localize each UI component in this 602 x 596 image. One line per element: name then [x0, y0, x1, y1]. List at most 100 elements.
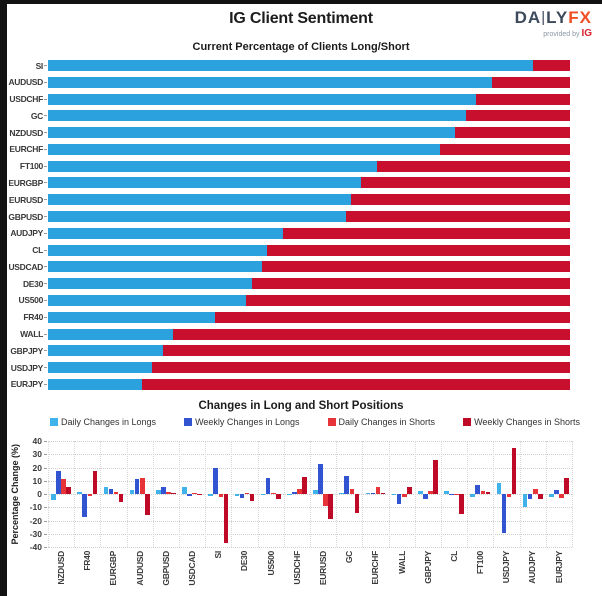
x-label-cell: WALL	[388, 551, 414, 593]
legend-label: Weekly Changes in Longs	[195, 417, 300, 427]
bar-usdchf-weekly_long	[292, 492, 297, 494]
bar-eurusd-daily_short	[323, 494, 328, 506]
bar-gc-weekly_short	[354, 494, 360, 513]
x-label-cell: USDJPY	[493, 551, 519, 593]
x-tick-label: GBPJPY	[422, 551, 433, 584]
long-short-bar	[48, 177, 570, 189]
long-segment	[48, 76, 492, 88]
bar-eurchf-daily_long	[365, 492, 371, 494]
x-tick-label: GBPUSD	[160, 551, 171, 586]
bar-audjpy-daily_long	[522, 494, 528, 508]
legend-swatch-icon	[50, 418, 58, 426]
bar-audusd-daily_long	[129, 490, 135, 494]
v-gridline	[336, 441, 338, 547]
instrument-label: EURJPY	[10, 379, 44, 390]
instrument-label: SI	[35, 60, 44, 71]
sentiment-row-audjpy: AUDJPY	[7, 227, 595, 239]
instrument-label: NZDUSD	[9, 127, 43, 138]
x-tick-label: USDJPY	[501, 551, 512, 584]
bar-fr40-daily_long	[77, 492, 82, 494]
bar-fr40-weekly_long	[82, 494, 88, 518]
short-segment	[246, 294, 570, 306]
sentiment-row-gbpusd: GBPUSD	[7, 211, 595, 223]
bar-de30-weekly_long	[239, 494, 245, 498]
y-tick-mark	[44, 494, 47, 495]
long-short-bar	[48, 110, 570, 122]
v-gridline	[257, 441, 259, 547]
bar-usdjpy-weekly_short	[511, 447, 517, 494]
long-segment	[48, 278, 252, 290]
x-label-cell: EURGBP	[100, 551, 126, 593]
bar-audjpy-weekly_long	[527, 494, 533, 500]
long-short-bar	[48, 328, 570, 340]
bar-si-daily_long	[208, 494, 213, 496]
legend-item: Daily Changes in Longs	[50, 417, 156, 427]
long-short-bar	[48, 362, 570, 374]
changes-grouped-bar-chart: 40 30 20 10 0 -10 -20 -30 -40	[30, 436, 573, 552]
sentiment-row-cl: CL	[7, 244, 595, 256]
bar-gbpjpy-daily_short	[428, 491, 433, 494]
x-tick-label: FT100	[475, 551, 486, 575]
v-gridline	[388, 441, 390, 547]
instrument-label: USDCAD	[8, 261, 43, 272]
y-tick-label: -40	[29, 542, 42, 552]
bar-usdcad-weekly_short	[197, 494, 203, 496]
v-gridline	[74, 441, 76, 547]
bar-cl-weekly_long	[449, 494, 454, 496]
bar-eurchf-daily_short	[375, 486, 381, 494]
long-segment	[48, 143, 440, 155]
bar-eurgbp-weekly_long	[108, 489, 114, 494]
short-segment	[282, 227, 570, 239]
bar-eurusd-weekly_long	[318, 463, 323, 494]
short-segment	[455, 127, 570, 139]
axis-tick	[44, 249, 47, 251]
bar-nzdusd-daily_short	[61, 479, 66, 494]
bar-ft100-weekly_long	[475, 484, 481, 494]
short-segment	[350, 194, 570, 206]
long-segment	[48, 194, 351, 206]
instrument-label: FR40	[23, 312, 43, 323]
bottom-chart-title: Changes in Long and Short Positions	[198, 400, 404, 412]
axis-tick	[44, 182, 47, 184]
bar-us500-daily_long	[260, 494, 266, 496]
legend-item: Weekly Changes in Shorts	[463, 417, 580, 427]
axis-tick	[44, 367, 47, 369]
instrument-label: GBPUSD	[8, 211, 43, 222]
x-tick-label: NZDUSD	[56, 551, 67, 585]
long-short-bar	[48, 211, 570, 223]
long-segment	[48, 261, 263, 273]
dailyfx-logo[interactable]: DA|LYFX provided by IG	[515, 9, 592, 39]
bar-eurjpy-daily_short	[559, 494, 564, 498]
sentiment-stacked-bar-chart: SI AUDUSD USDCHF GC NZDUSD EURCHF FT100 EURGBP E…	[7, 58, 595, 392]
bar-eurgbp-daily_short	[113, 492, 119, 494]
bar-eurjpy-daily_long	[548, 494, 554, 497]
x-tick-label: SI	[213, 551, 224, 559]
x-label-cell: AUDUSD	[127, 551, 153, 593]
x-tick-label: WALL	[396, 551, 407, 574]
instrument-label: EURUSD	[8, 194, 43, 205]
bar-audjpy-daily_short	[532, 488, 538, 494]
v-gridline	[362, 441, 364, 547]
bar-eurjpy-weekly_short	[564, 478, 569, 494]
x-label-cell: GBPJPY	[415, 551, 441, 593]
y-tick-label: 10	[32, 475, 42, 486]
long-segment	[48, 227, 283, 239]
dailyfx-wordmark: DA|LYFX	[514, 8, 592, 27]
axis-tick	[44, 299, 47, 301]
axis-tick	[44, 132, 47, 134]
x-label-cell: AUDJPY	[519, 551, 545, 593]
bar-gbpjpy-weekly_long	[423, 494, 428, 500]
x-label-cell: SI	[205, 551, 231, 593]
bar-ft100-daily_long	[470, 494, 475, 497]
y-tick-label: 40	[32, 436, 42, 446]
bar-us500-weekly_long	[265, 478, 271, 494]
axis-tick	[44, 383, 47, 385]
x-label-cell: USDCHF	[284, 551, 310, 593]
bar-wall-weekly_short	[407, 487, 412, 494]
bar-eurchf-weekly_long	[370, 492, 376, 494]
logo-bar-glyph: |	[541, 9, 547, 26]
y-tick-label: 0	[37, 489, 42, 499]
bar-usdchf-daily_long	[286, 494, 292, 496]
short-segment	[345, 211, 570, 223]
bar-audjpy-weekly_short	[538, 494, 543, 499]
